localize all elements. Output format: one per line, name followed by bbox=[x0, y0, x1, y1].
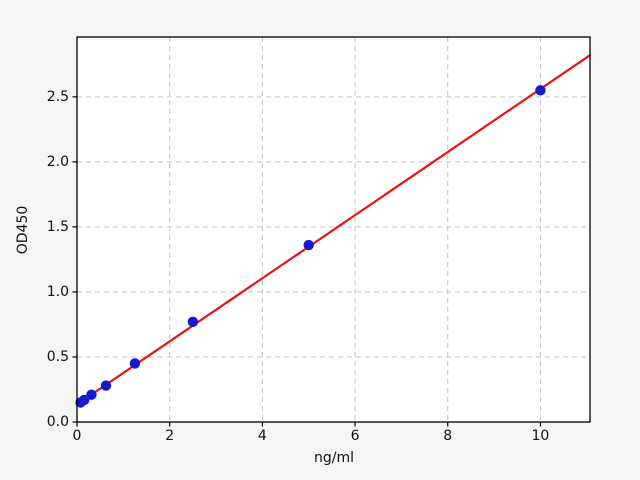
fit-line bbox=[75, 54, 592, 406]
data-point bbox=[100, 380, 112, 391]
data-point bbox=[86, 389, 97, 400]
x-tick-label: 10 bbox=[531, 428, 550, 444]
x-tick-label: 6 bbox=[350, 428, 360, 444]
y-tick-label: 0.5 bbox=[46, 348, 69, 365]
data-point bbox=[79, 394, 90, 406]
y-tick-label: 1.0 bbox=[46, 283, 69, 300]
y-tick-label: 0.0 bbox=[46, 414, 69, 430]
y-tick-label: 2.5 bbox=[46, 88, 69, 105]
data-point bbox=[303, 239, 314, 251]
x-tick-label: 4 bbox=[257, 428, 267, 444]
data-point bbox=[535, 85, 546, 96]
data-point bbox=[187, 316, 199, 328]
axes-border bbox=[76, 36, 591, 423]
x-tick-label: 2 bbox=[165, 428, 175, 444]
x-axis-label: ng/ml bbox=[313, 450, 355, 466]
data-point bbox=[129, 358, 141, 369]
y-tick-label: 2.0 bbox=[46, 153, 69, 170]
x-tick-label: 8 bbox=[443, 428, 453, 444]
y-tick-label: 1.5 bbox=[46, 218, 69, 235]
x-tick-label: 0 bbox=[72, 428, 82, 444]
